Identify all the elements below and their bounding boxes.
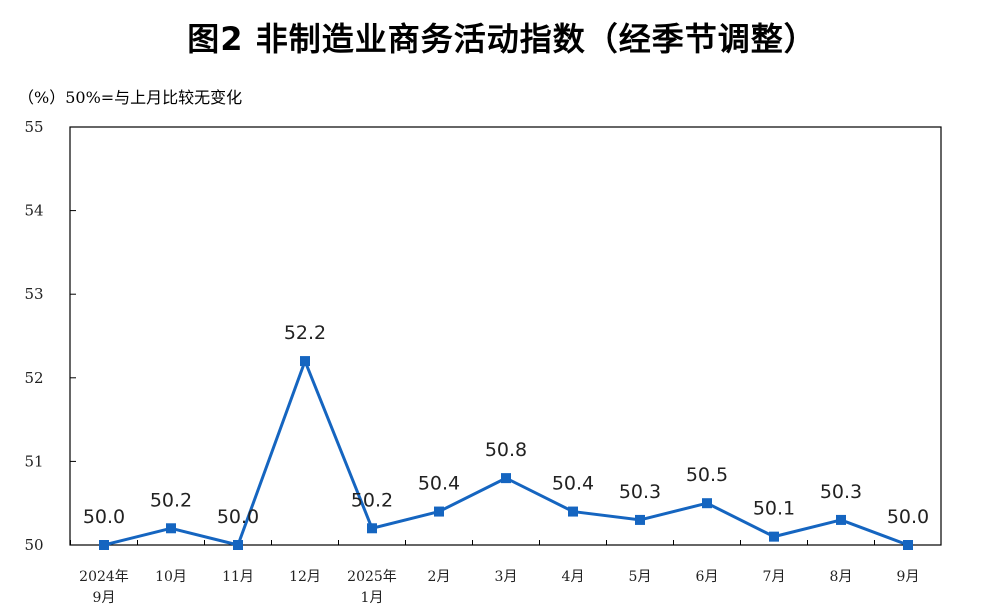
x-tick-label: 9月 xyxy=(897,569,920,585)
x-tick-label: 12月 xyxy=(289,569,321,585)
data-label: 50.8 xyxy=(485,439,527,461)
x-tick-label: 6月 xyxy=(696,569,719,585)
y-tick-label: 51 xyxy=(24,452,43,470)
data-point-marker xyxy=(434,506,444,517)
x-tick-label: 7月 xyxy=(763,569,786,585)
data-label: 50.1 xyxy=(753,498,795,520)
x-tick-label: 3月 xyxy=(495,569,518,585)
x-tick-label: 1月 xyxy=(361,590,384,606)
y-tick-label: 54 xyxy=(24,202,43,220)
data-point-marker xyxy=(568,506,578,517)
data-point-marker xyxy=(300,356,310,367)
data-label: 50.4 xyxy=(552,473,594,495)
plot-frame xyxy=(69,126,942,546)
data-label: 50.5 xyxy=(686,464,728,486)
y-tick-label: 50 xyxy=(24,536,43,554)
data-point-marker xyxy=(166,523,176,534)
unit-note: （%）50%=与上月比较无变化 xyxy=(18,88,243,107)
data-label: 50.0 xyxy=(887,506,929,528)
x-tick-label: 5月 xyxy=(629,569,652,585)
x-tick-label: 2025年 xyxy=(347,569,397,585)
x-tick-label: 10月 xyxy=(155,569,187,585)
data-label: 50.3 xyxy=(820,481,862,503)
data-label: 50.0 xyxy=(83,506,125,528)
data-point-marker xyxy=(367,523,377,534)
data-point-marker xyxy=(702,498,712,509)
data-point-marker xyxy=(99,540,109,550)
data-label: 52.2 xyxy=(284,322,326,344)
data-point-marker xyxy=(233,540,243,550)
data-point-marker xyxy=(635,514,645,525)
x-tick-label: 11月 xyxy=(222,569,254,585)
y-tick-label: 53 xyxy=(24,285,43,303)
data-point-marker xyxy=(769,531,779,542)
x-tick-label: 4月 xyxy=(562,569,585,585)
y-tick-label: 52 xyxy=(24,369,43,387)
x-tick-label: 2024年 xyxy=(79,569,129,585)
data-label: 50.0 xyxy=(217,506,259,528)
data-label: 50.3 xyxy=(619,481,661,503)
data-point-marker xyxy=(903,540,913,550)
data-label: 50.2 xyxy=(351,489,393,511)
data-label: 50.4 xyxy=(418,473,460,495)
x-tick-label: 8月 xyxy=(830,569,853,585)
data-point-marker xyxy=(836,514,846,525)
data-point-marker xyxy=(501,473,511,484)
data-label: 50.2 xyxy=(150,489,192,511)
x-tick-label: 9月 xyxy=(93,590,116,606)
chart-title: 图2 非制造业商务活动指数（经季节调整） xyxy=(187,20,817,58)
x-tick-label: 2月 xyxy=(428,569,451,585)
y-tick-label: 55 xyxy=(24,118,43,136)
